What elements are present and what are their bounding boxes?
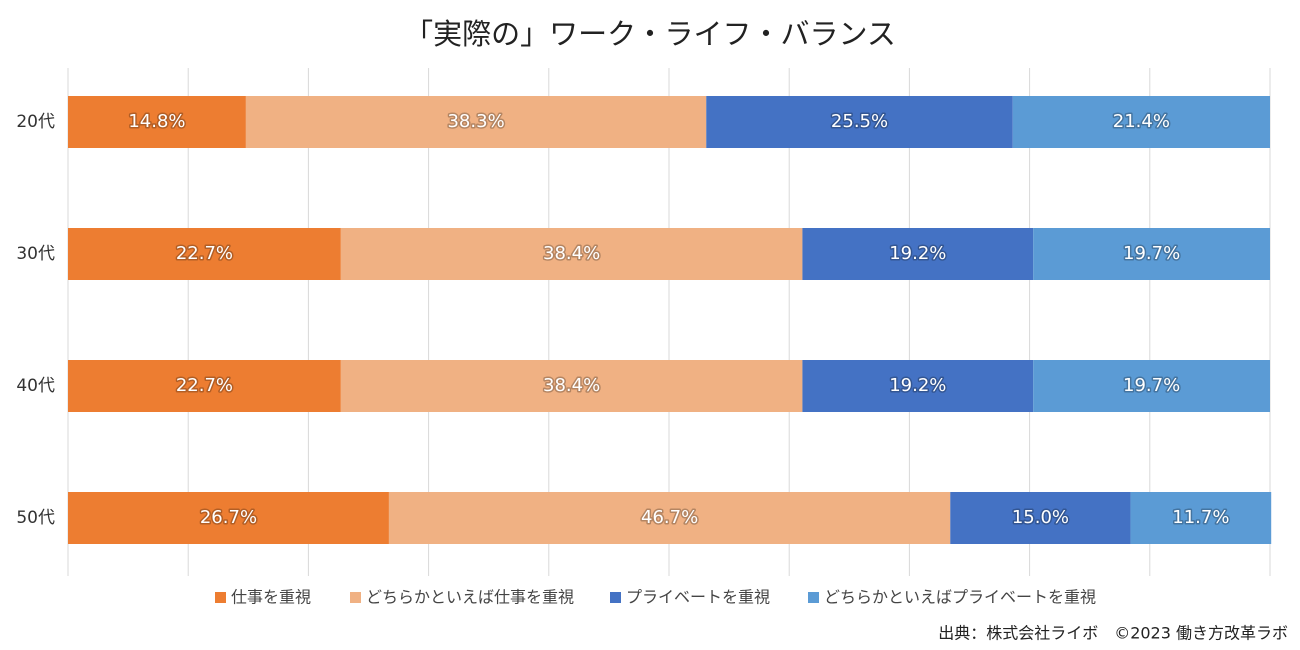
- y-tick-label: 30代: [16, 244, 55, 264]
- legend-swatch: [610, 592, 621, 603]
- data-label: 19.7%: [1123, 375, 1180, 396]
- source: 出典：株式会社ライボ ©2023 働き方改革ラボ: [938, 624, 1288, 643]
- data-label: 19.2%: [889, 375, 946, 396]
- data-label: 15.0%: [1012, 507, 1069, 528]
- data-label: 11.7%: [1172, 507, 1229, 528]
- legend-swatch: [808, 592, 819, 603]
- data-label: 19.2%: [889, 243, 946, 264]
- bar-segment: [68, 492, 389, 544]
- data-label: 21.4%: [1113, 111, 1170, 132]
- data-label: 46.7%: [641, 507, 698, 528]
- bar-segment: [1012, 96, 1270, 148]
- bar-segment: [68, 360, 341, 412]
- bar-segment: [388, 492, 951, 544]
- bar-segment: [802, 228, 1034, 280]
- legend-swatch: [350, 592, 361, 603]
- bar-segment: [340, 360, 803, 412]
- y-tick-label: 50代: [16, 508, 55, 528]
- data-label: 26.7%: [200, 507, 257, 528]
- legend-label: 仕事を重視: [231, 588, 311, 607]
- bar-segment: [706, 96, 1013, 148]
- data-label: 22.7%: [176, 243, 233, 264]
- y-tick-label: 40代: [16, 376, 55, 396]
- bar-segment: [802, 360, 1034, 412]
- legend-label: どちらかといえば仕事を重視: [366, 588, 574, 607]
- bar-segment: [68, 228, 341, 280]
- data-label: 38.3%: [447, 111, 504, 132]
- bar-segment: [340, 228, 803, 280]
- data-label: 25.5%: [831, 111, 888, 132]
- bar-segment: [950, 492, 1131, 544]
- data-label: 19.7%: [1123, 243, 1180, 264]
- y-tick-label: 20代: [16, 112, 55, 132]
- data-label: 38.4%: [543, 243, 600, 264]
- data-label: 22.7%: [176, 375, 233, 396]
- bar-segment: [1033, 228, 1270, 280]
- bar-segment: [245, 96, 707, 148]
- bar-segment: [1033, 360, 1270, 412]
- bar-segment: [68, 96, 246, 148]
- data-label: 38.4%: [543, 375, 600, 396]
- legend-swatch: [215, 592, 226, 603]
- bar-segment: [1130, 492, 1272, 544]
- data-label: 14.8%: [128, 111, 185, 132]
- legend-label: プライベートを重視: [626, 588, 770, 607]
- chart-title: 「実際の」ワーク・ライフ・バランス: [404, 17, 896, 51]
- legend-label: どちらかといえばプライベートを重視: [824, 588, 1096, 607]
